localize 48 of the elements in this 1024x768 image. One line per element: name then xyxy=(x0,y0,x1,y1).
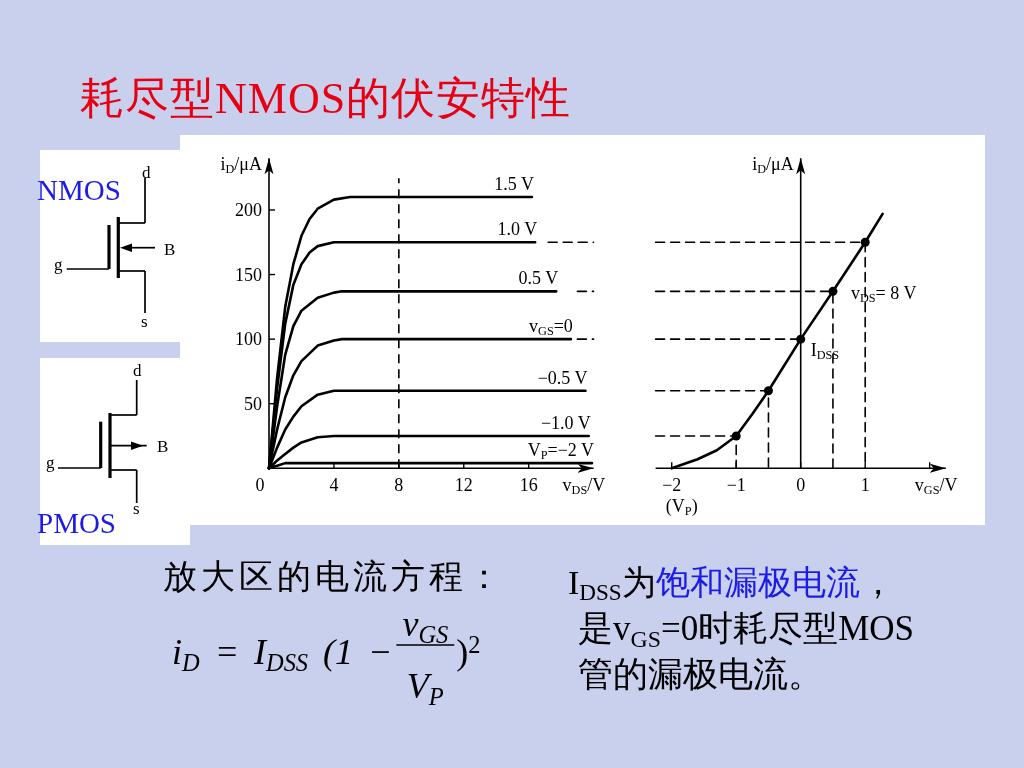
text: g xyxy=(54,255,63,274)
text: PMOS xyxy=(37,507,116,539)
text: i$_{D}$ = I$_{DSS}$ (1 − xyxy=(172,632,393,676)
y-axis-title: i$_{D}$/μA xyxy=(752,154,794,177)
text: )$^{2}$ xyxy=(456,631,481,672)
text: s xyxy=(141,312,148,331)
series-label: 0.5 V xyxy=(518,268,559,289)
series-label: 1.5 V xyxy=(494,174,534,195)
text: g xyxy=(46,453,55,472)
text: 放大区的电流方程： xyxy=(163,558,505,595)
x-tick-label: 1 xyxy=(860,475,870,496)
series-label: −0.5 V xyxy=(537,367,588,388)
series-label: v$_{DS}$= 8 V xyxy=(850,283,917,306)
x-axis-title: v$_{DS}$/V xyxy=(562,475,606,498)
text: V$_{P}$ xyxy=(406,666,444,710)
x-tick-label: 0 xyxy=(796,475,806,496)
text: v$_{GS}$ xyxy=(402,604,449,648)
text: s xyxy=(133,499,140,518)
y-tick-label: 200 xyxy=(235,199,262,220)
text: 是v$_{GS}$=0时耗尽型MOS xyxy=(578,609,915,652)
text: d xyxy=(133,361,142,380)
x-tick-label: −2 xyxy=(662,475,682,496)
text: B xyxy=(164,240,176,259)
annotation: (V$_{P}$) xyxy=(665,496,698,519)
chart-title: 耗尽型NMOS的伏安特性 xyxy=(80,74,572,123)
x-tick-label: 16 xyxy=(519,475,538,496)
x-tick-label: 8 xyxy=(394,475,404,496)
series-label: V$_{P}$=−2 V xyxy=(527,440,594,463)
text: ， xyxy=(860,564,895,601)
y-tick-label: 150 xyxy=(235,264,262,285)
text: B xyxy=(157,437,169,456)
series-label: v$_{GS}$=0 xyxy=(529,316,573,339)
annotation: I$_{DSS}$ xyxy=(810,340,840,363)
series-label: −1.0 V xyxy=(540,413,591,434)
x-tick-label: 0 xyxy=(255,475,265,496)
y-tick-label: 100 xyxy=(235,329,262,350)
y-tick-label: 50 xyxy=(244,393,262,414)
text: NMOS xyxy=(37,174,121,206)
x-tick-label: 12 xyxy=(454,475,473,496)
text: d xyxy=(142,163,151,182)
text: 管的漏极电流。 xyxy=(578,655,823,694)
y-axis-title: i$_{D}$/μA xyxy=(220,154,262,177)
text: 饱和漏极电流 xyxy=(654,564,860,601)
text: I$_{DSS}$为 xyxy=(568,564,656,606)
x-tick-label: −1 xyxy=(726,475,746,496)
x-axis-title: v$_{GS}$/V xyxy=(914,475,958,498)
x-tick-label: 4 xyxy=(329,475,339,496)
series-label: 1.0 V xyxy=(497,219,538,240)
